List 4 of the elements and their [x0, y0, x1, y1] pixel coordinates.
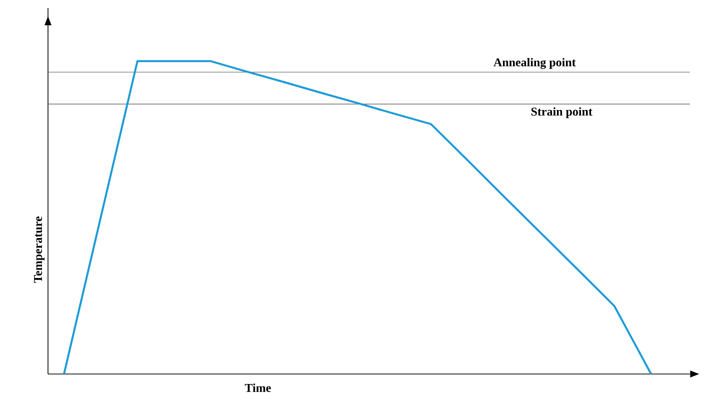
y-axis-title: Temperature	[34, 216, 44, 283]
ref-line-label: Annealing point	[494, 58, 576, 69]
x-axis-title: Time	[244, 384, 271, 392]
ref-line-label: Strain point	[531, 107, 592, 118]
